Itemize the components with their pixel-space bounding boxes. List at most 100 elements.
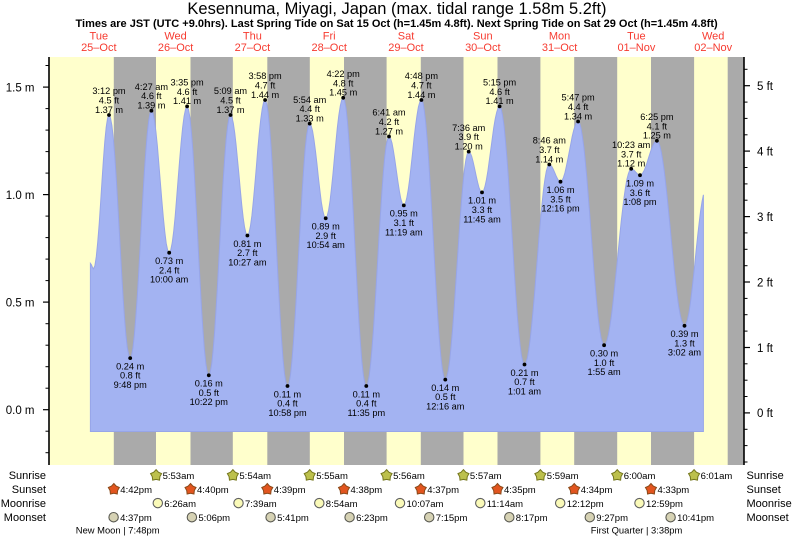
svg-text:4:34pm: 4:34pm [581, 485, 613, 496]
svg-text:5 ft: 5 ft [757, 81, 774, 93]
svg-text:5:47 pm: 5:47 pm [561, 93, 595, 103]
svg-text:4.5 ft: 4.5 ft [99, 96, 120, 106]
svg-text:Moonrise: Moonrise [747, 498, 792, 510]
svg-text:1.20 m: 1.20 m [455, 141, 483, 151]
svg-text:4.1 ft: 4.1 ft [647, 121, 668, 131]
svg-text:5:54 am: 5:54 am [293, 95, 327, 105]
svg-text:4:33pm: 4:33pm [658, 485, 690, 496]
svg-text:Sun: Sun [473, 31, 493, 43]
svg-text:0.11 m: 0.11 m [274, 389, 302, 399]
svg-text:0.5 ft: 0.5 ft [435, 392, 456, 402]
svg-text:Tue: Tue [90, 31, 109, 43]
svg-text:10:07am: 10:07am [407, 499, 444, 510]
svg-text:4:40pm: 4:40pm [197, 485, 229, 496]
svg-text:0.4 ft: 0.4 ft [277, 399, 298, 409]
svg-text:01–Nov: 01–Nov [617, 42, 655, 54]
svg-text:11:19 am: 11:19 am [385, 227, 423, 237]
svg-text:0.39 m: 0.39 m [670, 329, 698, 339]
svg-text:Mon: Mon [549, 31, 570, 43]
svg-text:1.12 m: 1.12 m [617, 159, 645, 169]
svg-text:5:54am: 5:54am [239, 471, 271, 482]
svg-text:1.44 m: 1.44 m [251, 90, 279, 100]
svg-text:1:55 am: 1:55 am [587, 367, 621, 377]
svg-text:Sunrise: Sunrise [9, 470, 46, 482]
svg-text:10:54 am: 10:54 am [307, 240, 346, 250]
svg-text:7:15pm: 7:15pm [436, 513, 468, 524]
svg-text:26–Oct: 26–Oct [158, 42, 193, 54]
svg-text:Moonset: Moonset [4, 512, 46, 524]
svg-text:8:46 am: 8:46 am [533, 136, 567, 146]
svg-text:6:41 am: 6:41 am [372, 108, 406, 118]
svg-text:3 ft: 3 ft [757, 212, 774, 224]
svg-text:1:01 am: 1:01 am [508, 386, 542, 396]
svg-text:1.41 m: 1.41 m [173, 96, 201, 106]
svg-text:4.7 ft: 4.7 ft [255, 81, 276, 91]
svg-text:3.9 ft: 3.9 ft [458, 132, 479, 142]
svg-text:Tue: Tue [627, 31, 646, 43]
svg-text:Times are JST (UTC +9.0hrs). L: Times are JST (UTC +9.0hrs). Last Spring… [76, 18, 718, 30]
svg-text:1.45 m: 1.45 m [329, 88, 357, 98]
svg-text:0.73 m: 0.73 m [155, 256, 183, 266]
svg-text:7:39am: 7:39am [245, 499, 277, 510]
svg-text:5:41pm: 5:41pm [277, 513, 309, 524]
svg-text:0.7 ft: 0.7 ft [514, 377, 535, 387]
svg-text:29–Oct: 29–Oct [388, 42, 423, 54]
svg-text:2.9 ft: 2.9 ft [315, 231, 336, 241]
svg-text:10:27 am: 10:27 am [228, 257, 267, 267]
svg-text:8:17pm: 8:17pm [516, 513, 548, 524]
svg-text:4:37pm: 4:37pm [120, 513, 152, 524]
svg-text:3.1 ft: 3.1 ft [394, 218, 415, 228]
svg-text:Sunset: Sunset [747, 484, 781, 496]
svg-text:10:00 am: 10:00 am [150, 275, 189, 285]
svg-text:4:37pm: 4:37pm [427, 485, 459, 496]
svg-text:9:27pm: 9:27pm [596, 513, 628, 524]
svg-text:4 ft: 4 ft [757, 146, 774, 158]
svg-text:Wed: Wed [702, 31, 724, 43]
svg-text:New Moon | 7:48pm: New Moon | 7:48pm [76, 525, 160, 536]
svg-text:3.7 ft: 3.7 ft [621, 149, 642, 159]
svg-text:4.6 ft: 4.6 ft [177, 87, 198, 97]
svg-text:5:56am: 5:56am [393, 471, 425, 482]
svg-text:5:59am: 5:59am [547, 471, 579, 482]
svg-text:8:54am: 8:54am [326, 499, 358, 510]
svg-text:10:22 pm: 10:22 pm [190, 397, 229, 407]
svg-text:0.30 m: 0.30 m [590, 349, 618, 359]
svg-text:Sat: Sat [398, 31, 415, 43]
svg-text:11:14am: 11:14am [487, 499, 523, 510]
svg-text:1.41 m: 1.41 m [486, 96, 514, 106]
svg-text:2 ft: 2 ft [757, 277, 774, 289]
svg-text:5:53am: 5:53am [163, 471, 195, 482]
svg-text:4:38pm: 4:38pm [351, 485, 383, 496]
svg-text:0.16 m: 0.16 m [195, 379, 223, 389]
svg-text:3:02 am: 3:02 am [668, 348, 702, 358]
svg-text:5:57am: 5:57am [470, 471, 502, 482]
svg-text:0 ft: 0 ft [757, 408, 774, 420]
svg-text:3.6 ft: 3.6 ft [630, 188, 651, 198]
svg-text:0.14 m: 0.14 m [431, 383, 459, 393]
svg-text:1.34 m: 1.34 m [564, 111, 592, 121]
svg-text:1.33 m: 1.33 m [296, 113, 324, 123]
svg-text:10:23 am: 10:23 am [612, 140, 651, 150]
svg-text:1.39 m: 1.39 m [137, 101, 165, 111]
svg-text:1.09 m: 1.09 m [626, 179, 654, 189]
svg-text:0.5 ft: 0.5 ft [199, 388, 220, 398]
svg-text:7:36 am: 7:36 am [452, 123, 486, 133]
svg-text:4:22 pm: 4:22 pm [327, 69, 361, 79]
svg-text:1.37 m: 1.37 m [95, 105, 123, 115]
svg-text:Sunset: Sunset [12, 484, 46, 496]
svg-text:27–Oct: 27–Oct [235, 42, 270, 54]
svg-text:1.0 m: 1.0 m [6, 190, 35, 202]
svg-text:First Quarter | 3:38pm: First Quarter | 3:38pm [591, 525, 683, 536]
svg-text:02–Nov: 02–Nov [694, 42, 732, 54]
svg-text:0.8 ft: 0.8 ft [120, 371, 141, 381]
svg-text:4:48 pm: 4:48 pm [405, 71, 439, 81]
svg-text:3:35 pm: 3:35 pm [170, 78, 204, 88]
svg-text:1.5 m: 1.5 m [6, 82, 35, 94]
svg-text:10:41pm: 10:41pm [677, 513, 714, 524]
svg-text:Wed: Wed [164, 31, 186, 43]
svg-text:2.7 ft: 2.7 ft [237, 248, 258, 258]
svg-text:4.2 ft: 4.2 ft [379, 117, 400, 127]
svg-text:5:09 am: 5:09 am [214, 86, 248, 96]
svg-text:0.0 m: 0.0 m [6, 405, 35, 417]
svg-text:0.5 m: 0.5 m [6, 297, 35, 309]
